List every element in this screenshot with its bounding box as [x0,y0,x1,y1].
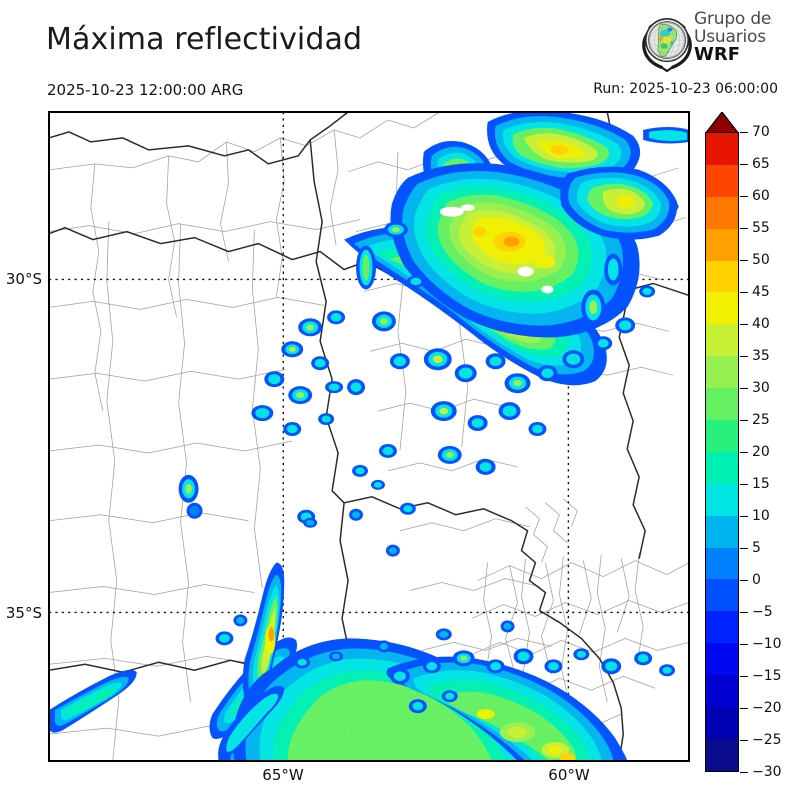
logo-line-1: Grupo de [694,9,772,29]
page-title: Máxima reflectividad [46,22,363,57]
colorbar-segment [706,388,738,421]
colorbar-segment [706,675,738,708]
colorbar-tick-label: 45 [752,284,770,300]
colorbar-tick [740,324,748,325]
colorbar-tick-label: 60 [752,188,770,204]
logo-text-block: Grupo de Usuarios WRF [694,9,799,65]
colorbar-segment [706,451,738,484]
colorbar-tick [740,772,748,773]
logo-line-2: Usuarios [694,26,766,47]
reflectivity-field [49,112,689,761]
colorbar-tick-label: 40 [752,316,770,332]
colorbar-segment [706,133,738,165]
colorbar-segment [706,228,738,261]
colorbar-tick-label: 25 [752,412,770,428]
colorbar-tick [740,356,748,357]
colorbar-segment [706,738,738,771]
colorbar-tick-label: 0 [752,572,761,588]
colorbar-tick-label: 50 [752,252,770,268]
colorbar-extend-arrow-icon [705,112,739,134]
colorbar-segment [706,260,738,293]
colorbar-tick [740,292,748,293]
colorbar-tick [740,132,748,133]
colorbar-segment [706,515,738,548]
colorbar-segment [706,196,738,229]
colorbar-tick [740,388,748,389]
colorbar-tick [740,228,748,229]
colorbar-tick [740,196,748,197]
colorbar-gradient [705,132,739,772]
colorbar-tick-label: −30 [752,764,782,780]
colorbar-tick-label: 10 [752,508,770,524]
colorbar-tick-label: −15 [752,668,782,684]
colorbar-tick [740,548,748,549]
colorbar-segment [706,420,738,452]
colorbar-segment [706,292,738,325]
colorbar-segment [706,707,738,739]
colorbar-tick-label: 65 [752,156,770,172]
map-plot-area[interactable] [48,111,690,762]
colorbar-tick [740,260,748,261]
colorbar-tick [740,708,748,709]
colorbar-segment [706,356,738,389]
valid-time-label: 2025-10-23 12:00:00 ARG [47,81,244,99]
colorbar-segment [706,579,738,612]
colorbar-tick [740,644,748,645]
colorbar-tick-label: −10 [752,636,782,652]
x-tick-label-65w: 65°W [262,766,304,784]
colorbar-tick [740,452,748,453]
colorbar-tick-label: 70 [752,124,770,140]
colorbar-tick [740,676,748,677]
colorbar-tick [740,164,748,165]
colorbar-tick [740,580,748,581]
colorbar-tick-label: 35 [752,348,770,364]
logo-line-3: WRF [694,44,741,65]
colorbar-tick-label: 15 [752,476,770,492]
colorbar[interactable]: −30 −25 −20 −15 −10 −5 0 5 10 15 20 25 30 35 40 45 50 55 6… [705,112,800,780]
colorbar-segment [706,611,738,644]
wrf-globe-emblem-icon [642,18,692,72]
reflectivity-map-canvas [49,112,689,761]
y-tick-label-30s: 30°S [5,270,42,288]
colorbar-segment [706,324,738,357]
colorbar-segment [706,483,738,516]
x-tick-label-60w: 60°W [548,766,590,784]
colorbar-tick-label: 30 [752,380,770,396]
colorbar-tick-label: 5 [752,540,761,556]
colorbar-tick [740,420,748,421]
y-tick-label-35s: 35°S [5,604,42,622]
colorbar-tick [740,740,748,741]
colorbar-tick-label: 20 [752,444,770,460]
colorbar-tick [740,484,748,485]
colorbar-segment [706,643,738,676]
wrf-user-group-logo: Grupo de Usuarios WRF [638,9,799,76]
colorbar-tick-label: 55 [752,220,770,236]
colorbar-tick [740,516,748,517]
colorbar-tick-label: −20 [752,700,782,716]
colorbar-tick-label: −5 [752,604,773,620]
colorbar-tick-label: −25 [752,732,782,748]
colorbar-tick [740,612,748,613]
run-time-label: Run: 2025-10-23 06:00:00 [593,81,778,97]
colorbar-segment [706,547,738,580]
colorbar-segment [706,164,738,197]
